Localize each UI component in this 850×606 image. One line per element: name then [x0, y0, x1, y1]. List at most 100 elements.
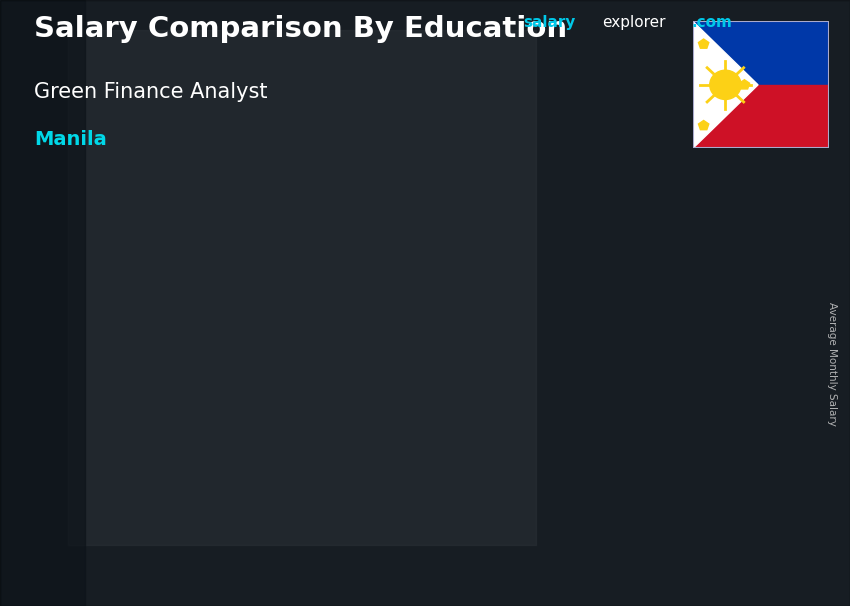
- Bar: [616, 289, 710, 293]
- Bar: [446, 422, 540, 426]
- Bar: [616, 362, 710, 367]
- Bar: [106, 437, 200, 439]
- Bar: [446, 440, 540, 444]
- Polygon shape: [740, 80, 750, 89]
- Bar: [276, 484, 370, 486]
- Bar: [616, 486, 710, 491]
- Circle shape: [710, 70, 741, 99]
- Bar: [276, 414, 370, 416]
- Bar: [276, 465, 370, 467]
- Bar: [446, 328, 540, 331]
- Bar: [446, 489, 540, 492]
- Bar: [446, 331, 540, 335]
- Bar: [616, 316, 710, 321]
- Bar: [446, 367, 540, 370]
- Bar: [616, 427, 710, 431]
- Bar: [106, 525, 200, 527]
- Bar: [446, 356, 540, 359]
- Text: +18%: +18%: [174, 330, 251, 354]
- Bar: [616, 459, 710, 463]
- Text: Green Finance Analyst: Green Finance Analyst: [34, 82, 268, 102]
- Bar: [446, 510, 540, 513]
- Bar: [446, 447, 540, 450]
- Bar: [616, 518, 710, 522]
- Bar: [276, 525, 370, 527]
- Bar: [616, 280, 710, 284]
- Bar: [106, 468, 200, 470]
- Bar: [276, 438, 370, 441]
- Bar: [106, 453, 200, 456]
- Bar: [276, 498, 370, 501]
- Bar: [276, 515, 370, 518]
- Bar: [276, 407, 370, 409]
- Bar: [446, 468, 540, 471]
- Bar: [106, 421, 200, 423]
- Bar: [616, 463, 710, 468]
- Bar: [446, 429, 540, 433]
- Bar: [106, 447, 200, 450]
- Bar: [446, 517, 540, 520]
- Bar: [106, 509, 200, 511]
- Bar: [106, 458, 200, 459]
- Bar: [276, 409, 370, 411]
- Text: .com: .com: [691, 15, 732, 30]
- Bar: [276, 518, 370, 520]
- Bar: [106, 521, 200, 523]
- Bar: [276, 458, 370, 460]
- Bar: [106, 517, 200, 519]
- Bar: [446, 335, 540, 338]
- Bar: [276, 471, 370, 474]
- Bar: [106, 505, 200, 507]
- Bar: [446, 471, 540, 474]
- Bar: [446, 506, 540, 510]
- Bar: [276, 404, 370, 407]
- Bar: [446, 338, 540, 342]
- Bar: [446, 458, 540, 461]
- Bar: [0, 0, 85, 606]
- Bar: [446, 478, 540, 482]
- Bar: [68, 30, 536, 545]
- Bar: [106, 480, 200, 482]
- Bar: [276, 474, 370, 476]
- Bar: [446, 370, 540, 373]
- Bar: [616, 395, 710, 399]
- Bar: [616, 271, 710, 275]
- Bar: [106, 416, 200, 419]
- Bar: [616, 312, 710, 316]
- Bar: [106, 462, 200, 464]
- Bar: [446, 401, 540, 405]
- Bar: [106, 499, 200, 501]
- Bar: [616, 481, 710, 486]
- Bar: [276, 426, 370, 428]
- Bar: [446, 381, 540, 384]
- Bar: [106, 474, 200, 476]
- Bar: [616, 390, 710, 395]
- Bar: [446, 373, 540, 377]
- Bar: [446, 485, 540, 489]
- Bar: [106, 502, 200, 505]
- Bar: [106, 439, 200, 441]
- Bar: [446, 419, 540, 422]
- Bar: [446, 342, 540, 345]
- Bar: [446, 426, 540, 429]
- Bar: [446, 433, 540, 436]
- Bar: [446, 405, 540, 408]
- Bar: [106, 496, 200, 499]
- Bar: [616, 252, 710, 257]
- Bar: [276, 385, 370, 387]
- Bar: [446, 415, 540, 419]
- Bar: [276, 450, 370, 453]
- Bar: [616, 321, 710, 325]
- Bar: [106, 441, 200, 443]
- Bar: [446, 454, 540, 458]
- Bar: [616, 472, 710, 477]
- Bar: [106, 513, 200, 515]
- Bar: [106, 472, 200, 474]
- Bar: [276, 448, 370, 450]
- Bar: [446, 496, 540, 499]
- Bar: [106, 519, 200, 521]
- Bar: [616, 353, 710, 358]
- Bar: [106, 419, 200, 421]
- Bar: [616, 399, 710, 404]
- Bar: [106, 511, 200, 513]
